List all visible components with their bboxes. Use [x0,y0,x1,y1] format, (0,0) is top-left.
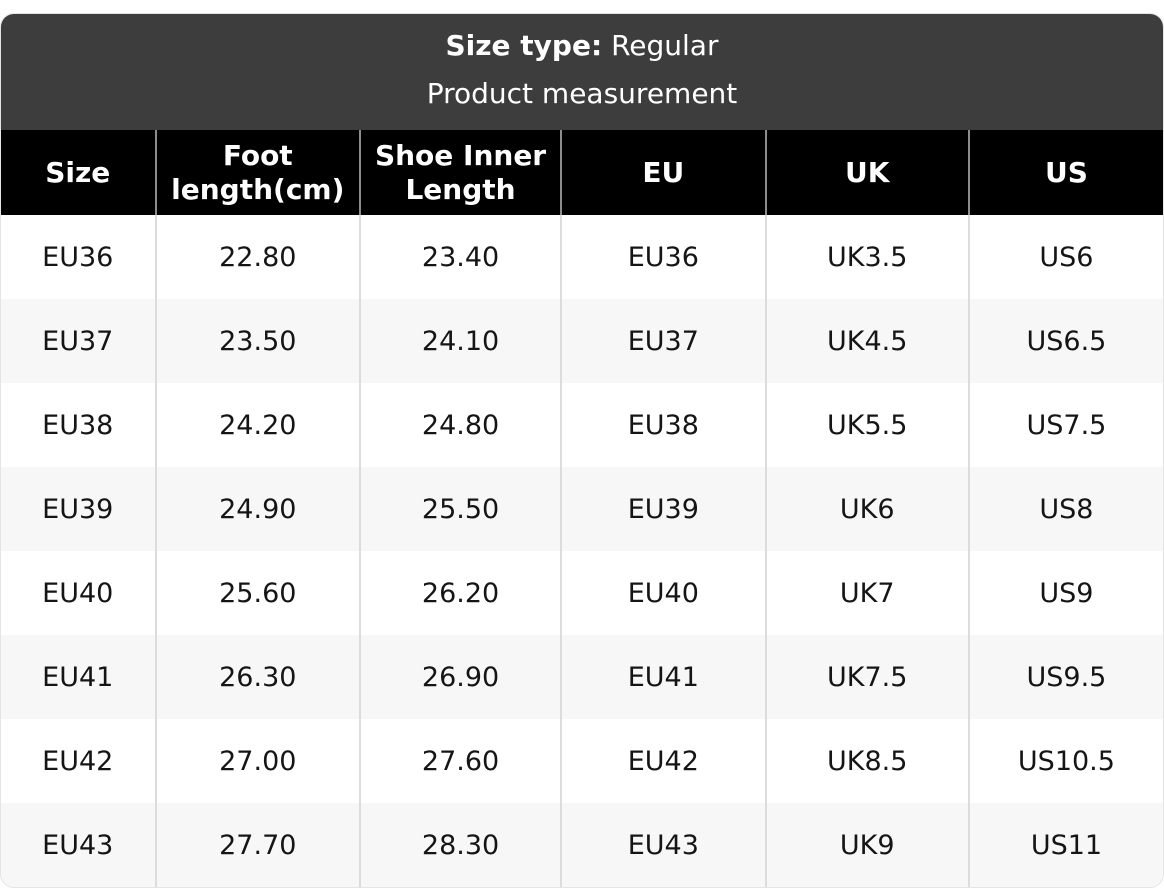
product-measurement-title: Product measurement [426,77,738,110]
us-cell: US9 [967,551,1163,635]
table-row: EU41 26.30 26.90 EU41 UK7.5 US9.5 [1,635,1163,719]
us-cell: US10.5 [967,719,1163,803]
uk-cell: UK8.5 [764,719,969,803]
size-cell: EU37 [1,299,156,383]
size-cell: EU42 [1,719,156,803]
uk-cell: UK4.5 [764,299,969,383]
uk-cell: UK3.5 [764,215,969,299]
uk-cell: UK5.5 [764,383,969,467]
shoe-inner-length-cell: 27.60 [359,719,562,803]
foot-length-cell: 27.70 [154,803,361,887]
eu-cell: EU42 [560,719,766,803]
shoe-inner-length-cell: 26.90 [359,635,562,719]
table-row: EU36 22.80 23.40 EU36 UK3.5 US6 [1,215,1163,299]
size-type-label: Size type: [445,29,603,62]
uk-cell: UK6 [764,467,969,551]
foot-length-cell: 27.00 [154,719,361,803]
foot-length-cell: 26.30 [154,635,361,719]
shoe-inner-length-cell: 26.20 [359,551,562,635]
us-cell: US6 [967,215,1163,299]
foot-length-cell: 22.80 [154,215,361,299]
uk-cell: UK9 [764,803,969,887]
column-header-shoe-inner-length: Shoe Inner Length [359,127,562,215]
shoe-inner-length-cell: 23.40 [359,215,562,299]
table-row: EU42 27.00 27.60 EU42 UK8.5 US10.5 [1,719,1163,803]
column-header-size: Size [1,127,156,215]
uk-cell: UK7 [764,551,969,635]
table-row: EU38 24.20 24.80 EU38 UK5.5 US7.5 [1,383,1163,467]
eu-cell: EU37 [560,299,766,383]
size-type-value: Regular [611,29,719,62]
eu-cell: EU39 [560,467,766,551]
us-cell: US6.5 [967,299,1163,383]
foot-length-cell: 24.20 [154,383,361,467]
table-header-row: Size Foot length(cm) Shoe Inner Length E… [1,127,1163,215]
size-chart-card: Size type: Regular Product measurement S… [0,13,1164,888]
eu-cell: EU38 [560,383,766,467]
column-header-eu: EU [560,127,766,215]
eu-cell: EU40 [560,551,766,635]
us-cell: US8 [967,467,1163,551]
size-cell: EU38 [1,383,156,467]
column-header-uk: UK [764,127,969,215]
size-cell: EU36 [1,215,156,299]
us-cell: US7.5 [967,383,1163,467]
size-type-line: Size type: Regular [1,22,1163,70]
size-table: Size Foot length(cm) Shoe Inner Length E… [1,127,1163,887]
table-row: EU37 23.50 24.10 EU37 UK4.5 US6.5 [1,299,1163,383]
foot-length-cell: 24.90 [154,467,361,551]
shoe-inner-length-cell: 28.30 [359,803,562,887]
table-row: EU39 24.90 25.50 EU39 UK6 US8 [1,467,1163,551]
foot-length-cell: 23.50 [154,299,361,383]
us-cell: US9.5 [967,635,1163,719]
title-band: Size type: Regular Product measurement [1,14,1163,127]
eu-cell: EU41 [560,635,766,719]
us-cell: US11 [967,803,1163,887]
shoe-inner-length-cell: 24.10 [359,299,562,383]
eu-cell: EU43 [560,803,766,887]
column-header-foot-length: Foot length(cm) [154,127,361,215]
table-row: EU43 27.70 28.30 EU43 UK9 US11 [1,803,1163,887]
uk-cell: UK7.5 [764,635,969,719]
size-cell: EU40 [1,551,156,635]
column-header-us: US [967,127,1163,215]
foot-length-cell: 25.60 [154,551,361,635]
eu-cell: EU36 [560,215,766,299]
table-row: EU40 25.60 26.20 EU40 UK7 US9 [1,551,1163,635]
shoe-inner-length-cell: 25.50 [359,467,562,551]
shoe-inner-length-cell: 24.80 [359,383,562,467]
size-cell: EU39 [1,467,156,551]
size-cell: EU41 [1,635,156,719]
size-cell: EU43 [1,803,156,887]
